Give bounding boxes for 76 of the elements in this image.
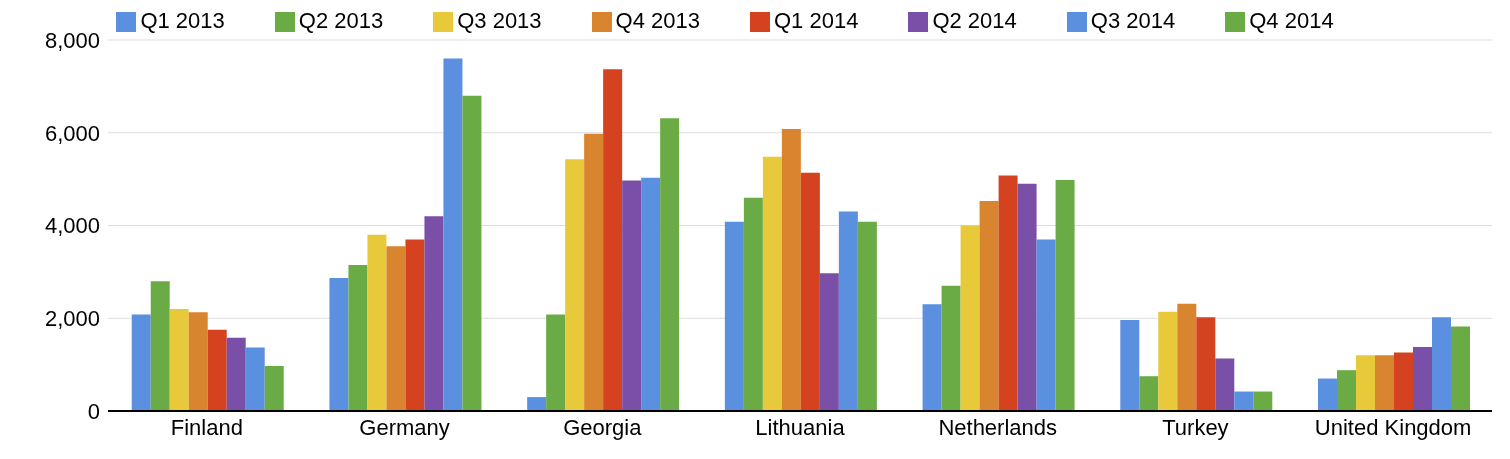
- bar: [1139, 376, 1159, 411]
- bar: [245, 347, 265, 411]
- bar: [762, 156, 782, 411]
- bar: [1356, 355, 1376, 411]
- bar: [462, 95, 482, 411]
- bar: [527, 397, 547, 411]
- bar: [1215, 358, 1235, 411]
- bar: [1318, 378, 1338, 411]
- bar: [1120, 320, 1140, 411]
- bar: [188, 312, 208, 411]
- bar: [819, 273, 839, 411]
- bar: [329, 277, 349, 411]
- y-tick-label: 6,000: [44, 120, 100, 146]
- bar: [922, 304, 942, 411]
- bar: [443, 58, 463, 411]
- legend-label: Q1 2014: [774, 8, 859, 33]
- bar: [857, 221, 877, 411]
- legend-label: Q1 2013: [140, 8, 225, 33]
- bar: [584, 133, 604, 411]
- bar: [1413, 347, 1433, 411]
- legend-label: Q4 2013: [615, 8, 700, 33]
- x-tick-label: Germany: [359, 414, 450, 440]
- x-tick-label: Turkey: [1162, 414, 1229, 440]
- bar: [660, 118, 680, 411]
- bar: [1375, 355, 1395, 411]
- bar: [724, 221, 744, 411]
- bar: [207, 329, 227, 411]
- bar: [386, 246, 406, 411]
- legend-label: Q2 2014: [932, 8, 1017, 33]
- bar: [150, 281, 170, 411]
- x-tick-label: Georgia: [563, 414, 643, 440]
- x-tick-label: Finland: [170, 414, 243, 440]
- y-tick-label: 8,000: [44, 27, 100, 53]
- bar: [565, 159, 585, 411]
- bar: [641, 177, 661, 411]
- bar: [1196, 317, 1216, 411]
- bar: [1055, 180, 1075, 411]
- legend-label: Q3 2013: [457, 8, 542, 33]
- legend-label: Q4 2014: [1249, 8, 1334, 33]
- bar: [979, 200, 999, 411]
- bar: [781, 129, 801, 411]
- bar: [226, 337, 246, 411]
- legend-label: Q3 2014: [1090, 8, 1176, 33]
- x-tick-label: United Kingdom: [1314, 414, 1472, 440]
- bar: [1017, 183, 1037, 411]
- bar: [131, 314, 151, 411]
- bar: [348, 264, 368, 411]
- bar: [1451, 326, 1471, 411]
- y-tick-label: 4,000: [44, 213, 100, 239]
- bar: [998, 175, 1018, 411]
- bar: [1036, 239, 1056, 411]
- bar: [1177, 303, 1197, 411]
- bar: [1158, 311, 1178, 411]
- bar: [264, 366, 284, 411]
- bar: [941, 285, 961, 411]
- bar: [169, 308, 189, 411]
- bar: [838, 211, 858, 411]
- bar: [1394, 352, 1414, 411]
- bar: [1432, 317, 1452, 411]
- bar: [1337, 370, 1357, 411]
- bar: [743, 197, 763, 411]
- bar: [800, 172, 820, 411]
- bar: [367, 234, 387, 411]
- x-tick-label: Lithuania: [755, 414, 846, 440]
- bar: [424, 216, 444, 411]
- y-tick-label: 2,000: [44, 306, 100, 332]
- bar: [960, 225, 980, 411]
- legend-label: Q2 2013: [298, 8, 384, 33]
- bar: [622, 180, 642, 411]
- bar: [1234, 391, 1254, 411]
- bar: [1253, 391, 1273, 411]
- bar: [603, 69, 623, 411]
- y-tick-label: 0: [87, 398, 100, 424]
- bar: [405, 239, 425, 411]
- x-tick-label: Netherlands: [938, 414, 1058, 440]
- bar: [546, 314, 566, 411]
